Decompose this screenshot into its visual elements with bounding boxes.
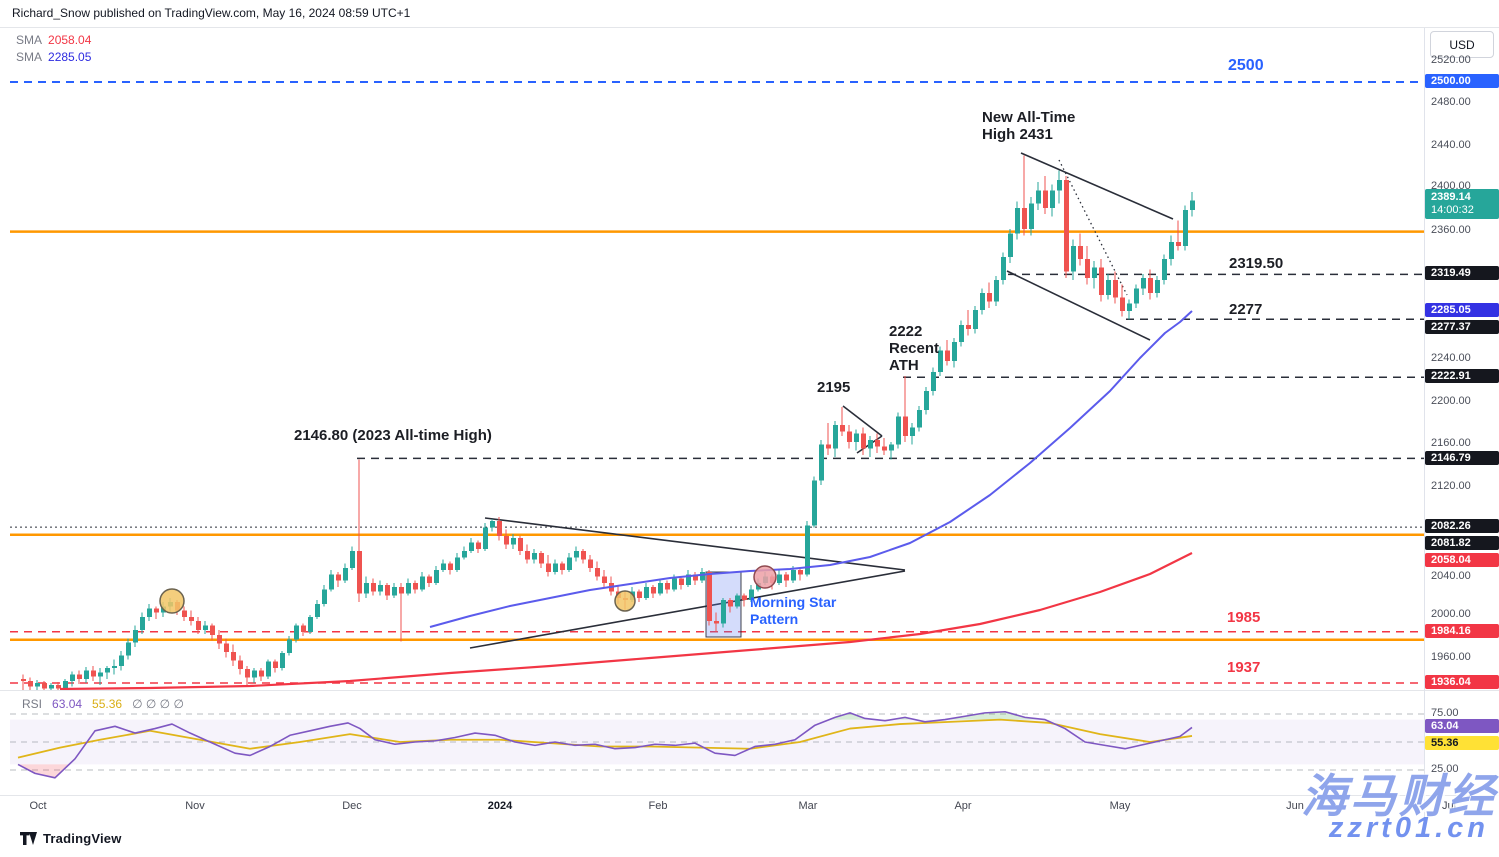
annotation-text: 2277 [1229, 301, 1263, 318]
price-badge: 1984.16 [1425, 624, 1499, 638]
month-label: Mar [798, 800, 818, 812]
month-label: Dec [342, 800, 362, 812]
sma-legend-red: SMA 2058.04 [16, 32, 91, 49]
sma-value-red: 2058.04 [48, 33, 92, 47]
tradingview-logo-icon [20, 832, 37, 845]
price-tick: 2480.00 [1431, 96, 1471, 108]
price-tick: 2200.00 [1431, 395, 1471, 407]
rsi-line [17, 710, 1193, 779]
price-tick: 2360.00 [1431, 224, 1471, 236]
month-label: Jul [1441, 800, 1457, 812]
time-axis[interactable]: Oct Nov Dec 2024 Feb Mar Apr May Jun Jul [0, 796, 1456, 822]
month-label: May [1109, 800, 1131, 812]
currency-toggle-button[interactable]: USD [1430, 31, 1494, 58]
price-badge: 2319.49 [1425, 266, 1499, 280]
sma-legend-blue: SMA 2285.05 [16, 49, 91, 66]
price-tick: 2160.00 [1431, 437, 1471, 449]
month-label: Jun [1286, 800, 1304, 812]
watermark-url: zzrt01.cn [1328, 812, 1489, 844]
rsi-ma-value: 55.36 [92, 697, 123, 711]
sma-value-blue: 2285.05 [48, 50, 92, 64]
sma-label: SMA [16, 33, 43, 47]
tradingview-footer[interactable]: TradingView [20, 831, 122, 846]
annotation-text: New All-Time High 2431 [982, 109, 1076, 143]
month-label: Oct [29, 800, 47, 812]
price-tick: 2040.00 [1431, 570, 1471, 582]
annotation-text: 2146.80 (2023 All-time High) [294, 427, 492, 444]
price-tick: 2240.00 [1431, 352, 1471, 364]
month-label: Apr [954, 800, 972, 812]
price-badge: 1936.04 [1425, 675, 1499, 689]
time-axis-divider [0, 795, 1499, 796]
price-badge: 55.36 [1425, 736, 1499, 750]
sma-blue-line [429, 310, 1193, 628]
annotation-text: 1937 [1227, 659, 1261, 676]
price-badge: 2146.79 [1425, 451, 1499, 465]
price-tick: 2120.00 [1431, 480, 1471, 492]
rsi-value: 63.04 [52, 697, 83, 711]
month-label: Nov [185, 800, 205, 812]
rsi-legend[interactable]: RSI 63.04 55.36 ∅ ∅ ∅ ∅ [22, 697, 184, 711]
tradingview-logo-text: TradingView [43, 831, 122, 846]
price-badge: 2277.37 [1425, 320, 1499, 334]
price-tick: 75.00 [1431, 707, 1459, 719]
rsi-pane [10, 710, 1424, 779]
price-badge: 2285.05 [1425, 303, 1499, 317]
candles [21, 155, 1195, 690]
main-pane [10, 81, 1424, 690]
price-axis-border [1424, 28, 1425, 818]
annotation-text: 2222 Recent ATH [889, 323, 940, 374]
price-badge: 2082.26 [1425, 519, 1499, 533]
price-badge: 2058.04 [1425, 553, 1499, 567]
price-axis[interactable]: 2520.00 2500.00 2480.00 2440.00 2400.00 2389.… [1425, 28, 1499, 820]
annotation-text: Morning Star Pattern [750, 594, 837, 627]
price-tick: 25.00 [1431, 763, 1459, 775]
indicator-legend[interactable]: SMA 2058.04 SMA 2285.05 [16, 32, 91, 66]
price-badge: 2081.82 [1425, 536, 1499, 550]
price-tick: 2000.00 [1431, 608, 1471, 620]
annotation-text: 2195 [817, 379, 851, 396]
watermark-cjk: 海马财经 [1301, 770, 1497, 822]
sma-red-line [59, 552, 1193, 690]
price-tick: 2440.00 [1431, 139, 1471, 151]
header-divider [0, 27, 1499, 28]
pane-divider[interactable] [0, 690, 1499, 691]
price-tick: 2520.00 [1431, 54, 1471, 66]
month-label: 2024 [487, 800, 513, 812]
sma-label-2: SMA [16, 50, 43, 64]
month-label: Feb [648, 800, 668, 812]
annotation-text: 2500 [1228, 57, 1264, 74]
rsi-null-params: ∅ ∅ ∅ ∅ [132, 697, 184, 711]
byline: Richard_Snow published on TradingView.co… [12, 6, 411, 20]
price-badge: 2222.91 [1425, 369, 1499, 383]
annotation-text: 2319.50 [1229, 255, 1284, 272]
price-badge: 63.04 [1425, 719, 1499, 733]
rsi-ma-line [17, 718, 1193, 759]
last-price-label: 2389.14 14:00:32 [1425, 189, 1499, 219]
price-tick: 1960.00 [1431, 651, 1471, 663]
price-badge: 2500.00 [1425, 74, 1499, 88]
annotation-text: 1985 [1227, 609, 1261, 626]
rsi-title: RSI [22, 697, 43, 711]
